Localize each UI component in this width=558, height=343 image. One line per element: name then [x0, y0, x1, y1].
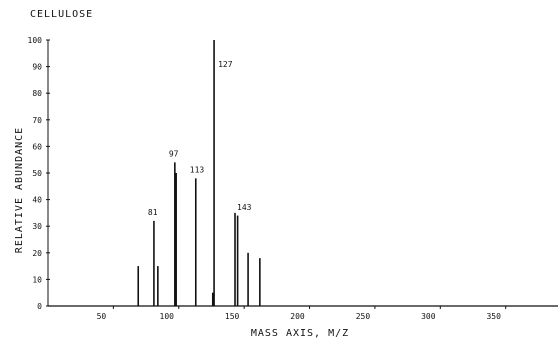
y-tick-label: 20: [32, 249, 42, 258]
y-tick-label: 90: [32, 63, 42, 72]
y-tick-label: 70: [32, 116, 42, 125]
y-tick-label: 30: [32, 222, 42, 231]
x-tick-label: 200: [290, 312, 305, 321]
x-tick-label: 300: [421, 312, 436, 321]
y-tick-label: 10: [32, 275, 42, 284]
x-tick-label: 50: [97, 312, 107, 321]
y-tick-label: 0: [37, 302, 42, 311]
y-tick-label: 100: [28, 36, 43, 45]
y-tick-label: 80: [32, 89, 42, 98]
x-tick-label: 350: [486, 312, 501, 321]
x-tick-label: 100: [160, 312, 175, 321]
x-tick-label: 150: [225, 312, 240, 321]
x-axis-label: MASS AXIS, M/Z: [251, 328, 349, 339]
peak-label-143: 143: [237, 203, 252, 212]
peak-label-113: 113: [190, 165, 205, 174]
peak-label-127: 127: [218, 60, 233, 69]
x-tick-label: 250: [356, 312, 371, 321]
chart-title: CELLULOSE: [30, 9, 93, 20]
axes: 0 10 20 30 40 50 60 70 80 90 100 50 100 150 200 250 300 3…: [28, 36, 558, 321]
y-axis-label: RELATIVE ABUNDANCE: [14, 127, 25, 253]
y-tick-label: 40: [32, 196, 42, 205]
peak-label-97: 97: [169, 149, 179, 158]
y-tick-label: 50: [32, 169, 42, 178]
y-tick-label: 60: [32, 142, 42, 151]
peaks: 81 97 113 127 143: [137, 40, 261, 306]
peak-label-81: 81: [148, 208, 158, 217]
